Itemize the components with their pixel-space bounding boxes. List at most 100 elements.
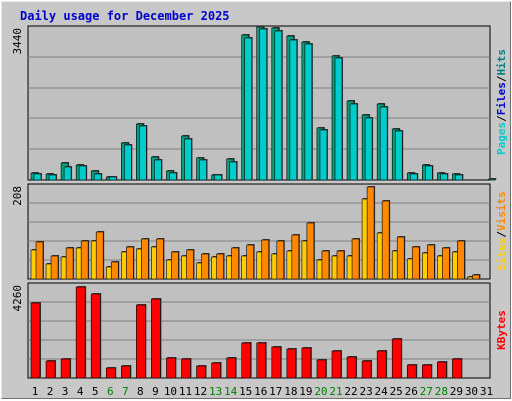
- x-tick-label: 13: [209, 385, 222, 398]
- x-tick-label: 29: [450, 385, 463, 398]
- visits-bar: [35, 241, 44, 280]
- x-tick-label: 27: [420, 385, 433, 398]
- visits-bar: [171, 251, 179, 280]
- files-bar: [379, 106, 388, 181]
- kbytes-bar: [391, 338, 402, 379]
- files-bar: [229, 161, 237, 181]
- top-panel-max-label: 3440: [11, 28, 24, 55]
- kbytes-bar: [75, 286, 86, 379]
- files-bar: [259, 28, 268, 181]
- visits-bar: [141, 238, 149, 280]
- visits-bar: [65, 247, 74, 280]
- x-tick-label: 20: [314, 385, 327, 398]
- top-panel-side-legend: Pages/Files/Hits: [495, 49, 508, 155]
- visits-bar: [336, 250, 345, 280]
- kbytes-bar: [196, 365, 206, 379]
- kbytes-bar: [346, 356, 357, 379]
- visits-bar: [351, 238, 360, 280]
- files-bar: [184, 138, 192, 181]
- kbytes-bar: [90, 293, 101, 379]
- x-tick-label: 28: [435, 385, 448, 398]
- visits-bar: [381, 200, 390, 280]
- files-bar: [364, 117, 373, 181]
- files-bar: [63, 166, 72, 181]
- visits-bar: [291, 234, 300, 280]
- side-legend-separator: /: [495, 75, 508, 82]
- x-tick-label: 6: [107, 385, 114, 398]
- kbytes-bar: [331, 350, 342, 379]
- visits-bar: [50, 255, 59, 280]
- x-tick-label: 23: [359, 385, 372, 398]
- kbytes-bar: [271, 346, 282, 379]
- visits-bar: [306, 222, 315, 280]
- kbytes-bar: [136, 304, 146, 379]
- side-legend-visits: Visits: [495, 191, 508, 231]
- visits-bar: [201, 253, 209, 280]
- visits-bar: [126, 246, 134, 280]
- pages-bar-shadow: [489, 178, 497, 179]
- visits-bar: [110, 261, 119, 280]
- x-tick-label: 7: [122, 385, 129, 398]
- x-tick-label: 30: [465, 385, 478, 398]
- x-tick-label: 21: [329, 385, 342, 398]
- kbytes-bar: [437, 361, 447, 379]
- mid-panel-max-label: 208: [11, 186, 24, 206]
- x-tick-label: 16: [254, 385, 267, 398]
- x-tick-label: 24: [375, 385, 389, 398]
- files-bar: [214, 174, 222, 181]
- kbytes-bar: [256, 342, 267, 379]
- visits-bar: [186, 249, 194, 280]
- visits-bar: [156, 238, 164, 280]
- visits-bar: [442, 247, 450, 280]
- kbytes-bar: [45, 360, 56, 379]
- side-legend-files: Files: [495, 82, 508, 115]
- visits-bar: [457, 240, 465, 280]
- kbytes-bar: [452, 358, 462, 379]
- files-bar: [124, 144, 132, 181]
- kbytes-bar: [105, 367, 116, 379]
- kbytes-bar: [421, 364, 432, 379]
- kbytes-bar: [361, 360, 372, 379]
- x-tick-label: 9: [152, 385, 159, 398]
- visits-bar: [261, 239, 270, 280]
- files-bar: [455, 174, 463, 181]
- x-tick-label: 5: [92, 385, 99, 398]
- files-bar: [394, 130, 403, 181]
- pages-bar: [488, 178, 496, 181]
- files-bar: [289, 39, 298, 181]
- kbytes-bar: [30, 302, 41, 379]
- files-bar: [108, 176, 117, 181]
- files-bar: [169, 172, 177, 181]
- files-bar: [334, 57, 343, 181]
- files-bar: [33, 173, 42, 181]
- visits-bar: [472, 274, 480, 280]
- chart-title: Daily usage for December 2025: [20, 9, 230, 23]
- x-tick-label: 25: [390, 385, 403, 398]
- kbytes-bar: [151, 298, 161, 379]
- visits-bar: [216, 253, 224, 280]
- x-tick-label: 18: [284, 385, 297, 398]
- x-tick-label: 19: [299, 385, 312, 398]
- x-tick-label: 10: [164, 385, 177, 398]
- visits-bar: [80, 240, 89, 280]
- kbytes-bar: [376, 350, 387, 379]
- kbytes-bar: [226, 357, 236, 379]
- visits-bar: [411, 246, 420, 280]
- kbytes-bar: [166, 357, 176, 379]
- x-tick-label: 31: [480, 385, 493, 398]
- x-tick-label: 15: [239, 385, 252, 398]
- visits-bar: [276, 240, 285, 280]
- files-bar: [78, 165, 87, 181]
- visits-bar: [396, 236, 405, 280]
- files-bar: [440, 173, 448, 181]
- files-bar: [349, 103, 358, 181]
- x-tick-label: 4: [77, 385, 84, 398]
- visits-bar: [426, 244, 435, 280]
- x-tick-label: 17: [269, 385, 282, 398]
- x-tick-label: 26: [405, 385, 418, 398]
- files-bar: [199, 159, 207, 181]
- kbytes-bar: [241, 342, 251, 379]
- bot-panel-side-legend: KBytes: [495, 310, 508, 350]
- x-tick-label: 1: [32, 385, 39, 398]
